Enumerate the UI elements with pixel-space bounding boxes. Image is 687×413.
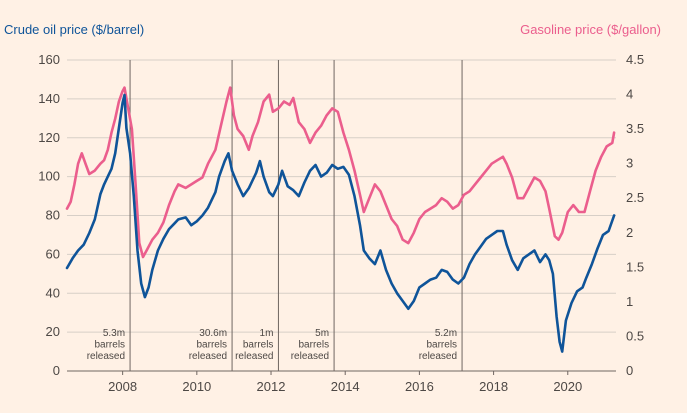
gasoline-price-line: [65, 86, 616, 259]
release-event-label: 5m: [315, 328, 329, 339]
release-events: 5.3mbarrelsreleased30.6mbarrelsreleased1…: [87, 60, 463, 371]
y-right-tick-label: 4.5: [626, 52, 644, 67]
x-tick-label: 2014: [331, 379, 360, 394]
x-tick-label: 2016: [405, 379, 434, 394]
y-right-tick-label: 0: [626, 363, 633, 378]
y-right-tick-label: 0.5: [626, 328, 644, 343]
y-left-tick-label: 80: [46, 208, 60, 223]
x-tick-label: 2020: [553, 379, 582, 394]
release-event-label: 1m: [260, 328, 274, 339]
y-left-tick-label: 120: [38, 130, 60, 145]
x-tick-label: 2018: [479, 379, 508, 394]
y-left-tick-label: 140: [38, 91, 60, 106]
release-event-label: released: [291, 351, 329, 362]
axis-ticks: 0 20 40 60 80 100 120 140 160 0 0.5 1 1.5 2 2.5 3 3.5 4 4.…: [38, 52, 644, 394]
release-event-label: 30.6m: [199, 328, 227, 339]
x-tick-label: 2010: [182, 379, 211, 394]
release-event-label: barrels: [94, 340, 125, 351]
release-event-label: released: [87, 351, 125, 362]
crude-price-line: [65, 93, 616, 353]
y-left-tick-label: 160: [38, 52, 60, 67]
x-tick-label: 2012: [257, 379, 286, 394]
release-event-label: barrels: [243, 340, 274, 351]
gridlines: [67, 59, 616, 372]
crude-axis-title: Crude oil price ($/barrel): [4, 22, 144, 37]
release-event-label: released: [189, 351, 227, 362]
y-right-tick-label: 2.5: [626, 190, 644, 205]
release-event-label: released: [419, 351, 457, 362]
y-right-tick-label: 3.5: [626, 121, 644, 136]
release-event-label: barrels: [426, 340, 457, 351]
release-event-label: barrels: [299, 340, 330, 351]
y-left-tick-label: 60: [46, 246, 60, 261]
y-right-tick-label: 4: [626, 87, 633, 102]
y-right-tick-label: 3: [626, 156, 633, 171]
release-event-label: barrels: [196, 340, 227, 351]
release-event-label: released: [235, 351, 273, 362]
y-left-tick-label: 20: [46, 324, 60, 339]
release-event-label: 5.2m: [435, 328, 457, 339]
y-left-tick-label: 40: [46, 285, 60, 300]
release-event-label: 5.3m: [103, 328, 125, 339]
gasoline-axis-title: Gasoline price ($/gallon): [520, 22, 661, 37]
y-right-tick-label: 2: [626, 225, 633, 240]
y-right-tick-label: 1.5: [626, 259, 644, 274]
price-series: [65, 86, 616, 353]
y-left-tick-label: 0: [53, 363, 60, 378]
x-tick-label: 2008: [108, 379, 137, 394]
y-left-tick-label: 100: [38, 169, 60, 184]
y-right-tick-label: 1: [626, 294, 633, 309]
